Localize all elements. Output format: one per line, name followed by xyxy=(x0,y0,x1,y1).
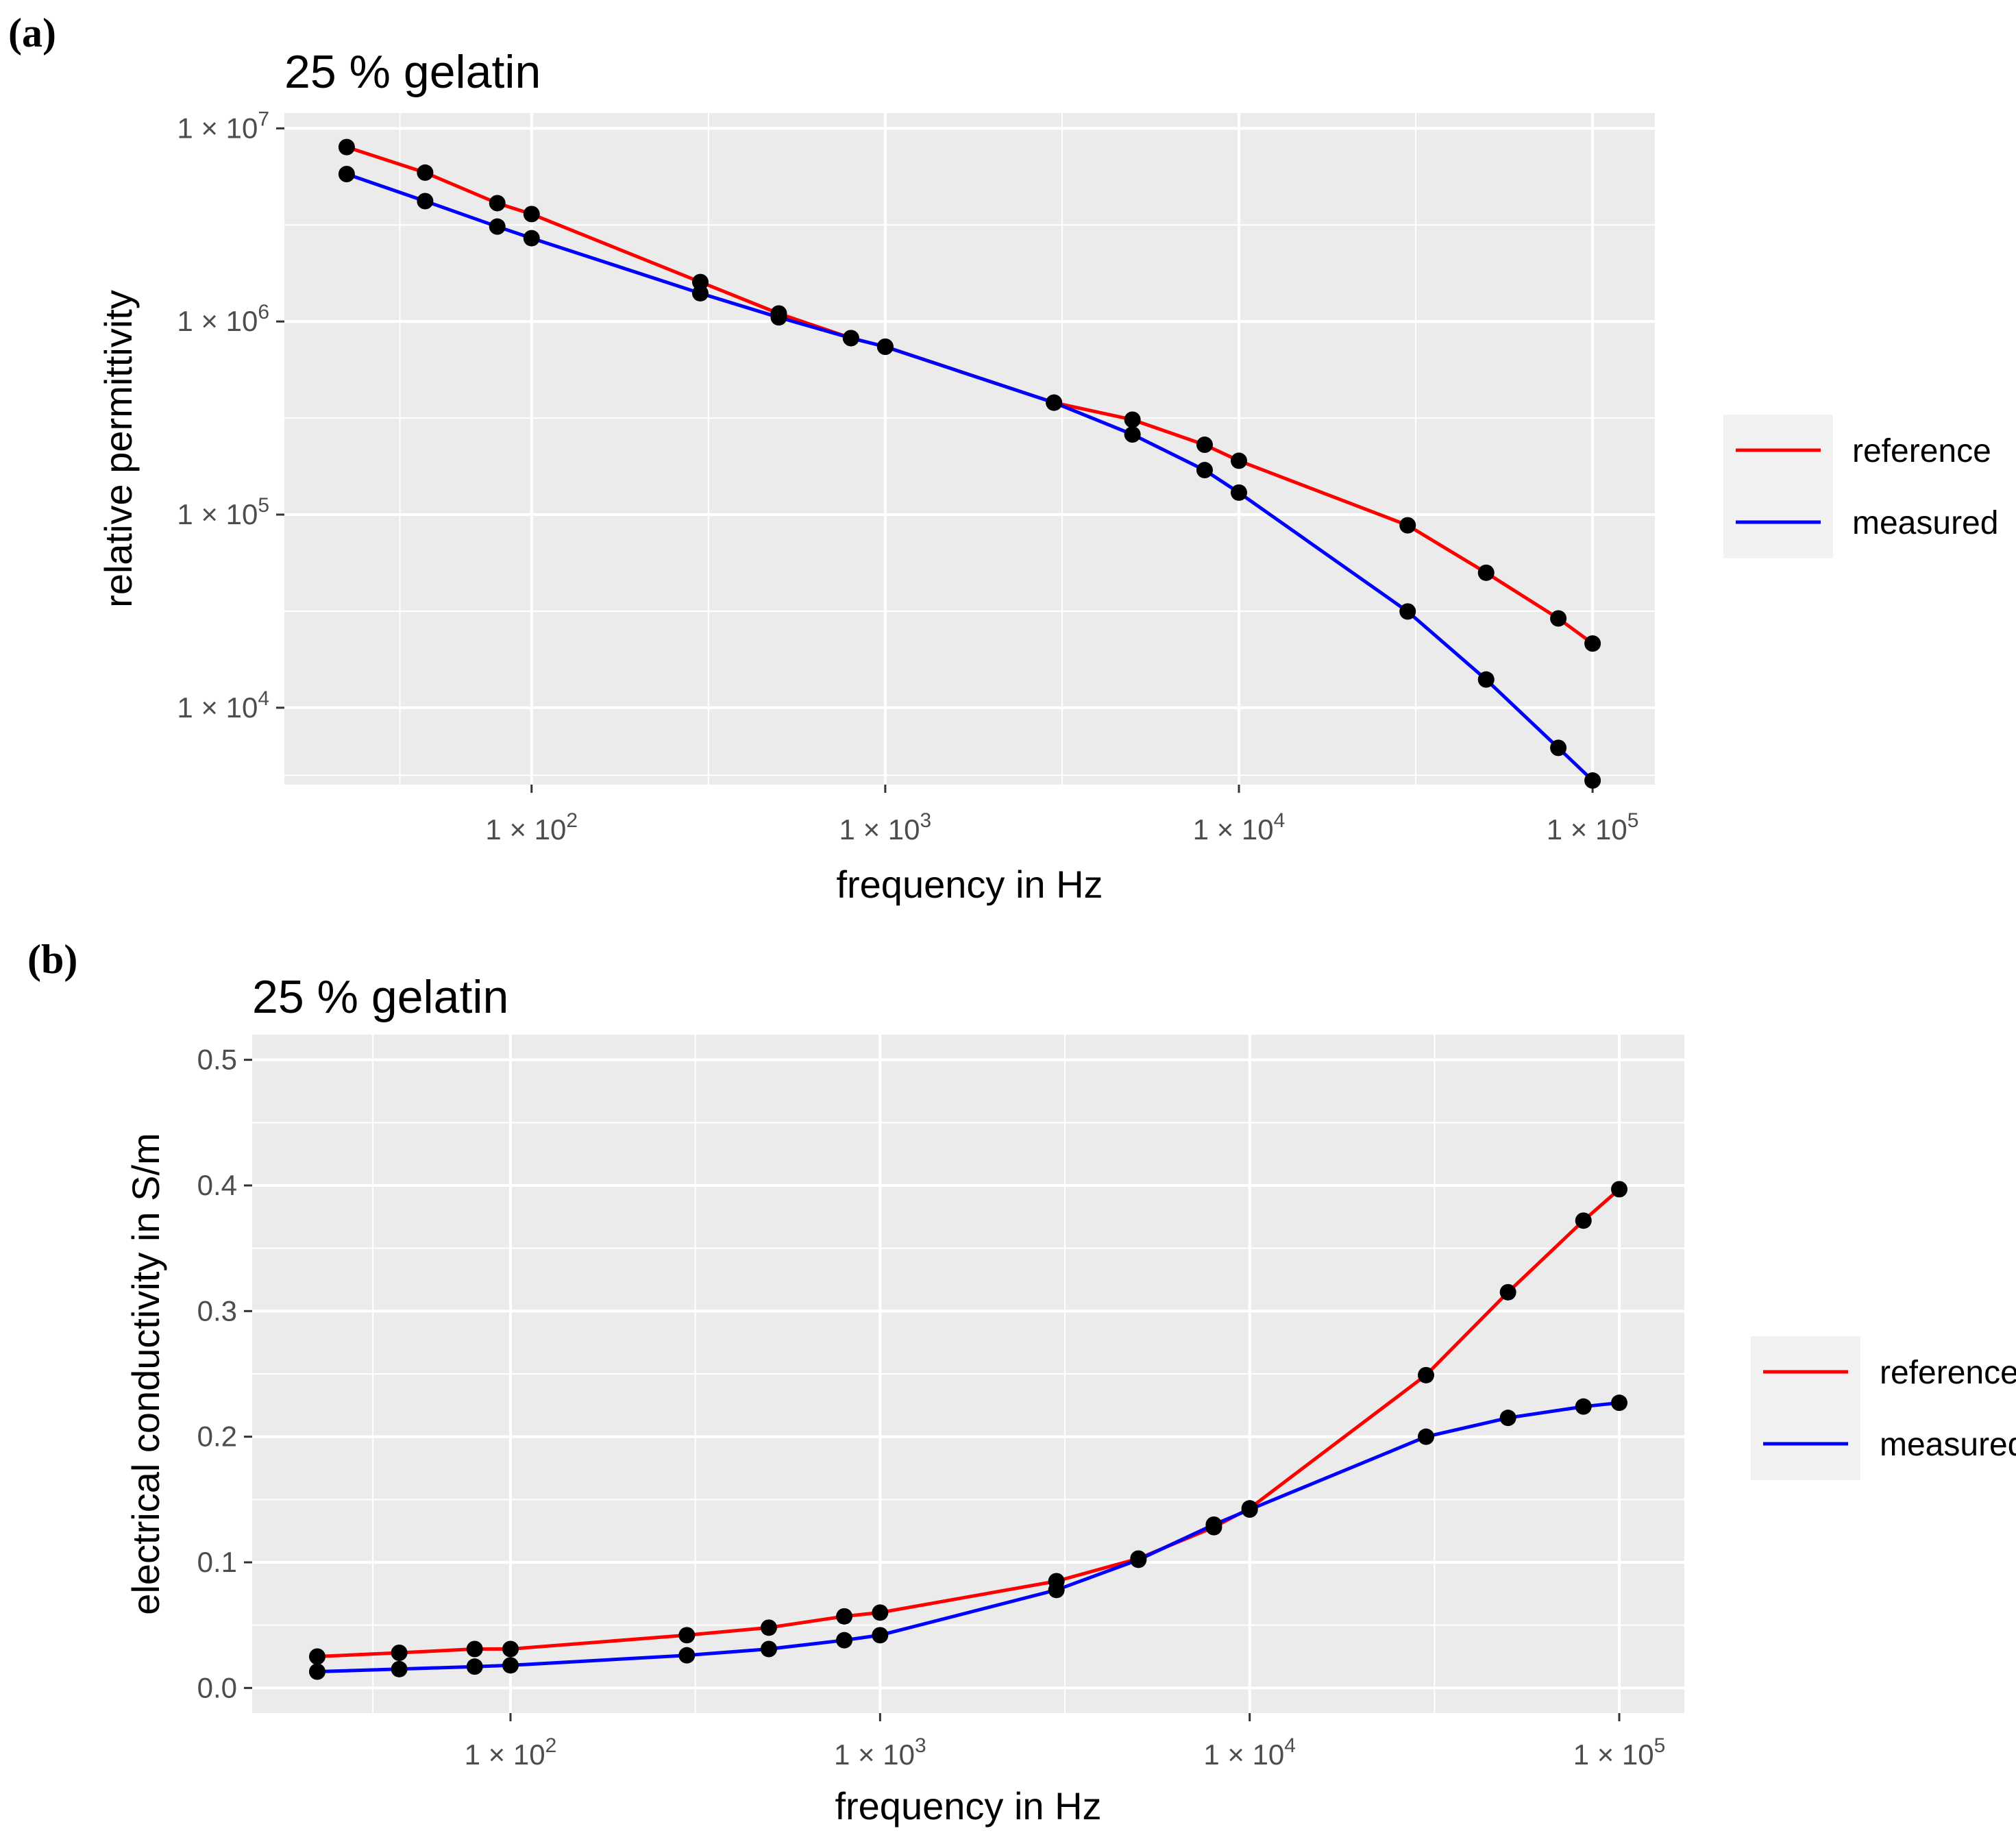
data-point-measured xyxy=(678,1647,696,1664)
legend-label-reference: reference xyxy=(1852,433,1991,469)
legend-label-reference: reference xyxy=(1880,1355,2016,1391)
data-point-reference xyxy=(1584,635,1601,652)
data-point-measured xyxy=(1048,1582,1065,1599)
x-tick-label: 1 × 102 xyxy=(465,1734,557,1771)
data-point-reference xyxy=(489,195,506,212)
data-point-reference xyxy=(836,1608,853,1625)
data-point-reference xyxy=(466,1640,483,1658)
data-point-reference xyxy=(1477,564,1495,581)
data-point-reference xyxy=(1230,452,1247,469)
data-point-reference xyxy=(872,1604,889,1621)
data-point-measured xyxy=(1046,394,1063,411)
data-point-measured xyxy=(1550,739,1567,756)
data-point-reference xyxy=(760,1619,777,1636)
data-point-reference xyxy=(1196,436,1213,454)
y-tick-label: 1 × 104 xyxy=(177,687,269,724)
y-tick-label: 0.5 xyxy=(197,1044,237,1076)
legend: reference measured xyxy=(1723,415,1998,558)
data-point-measured xyxy=(692,284,709,302)
data-point-measured xyxy=(1124,426,1141,443)
series-line-measured xyxy=(317,1401,1620,1673)
data-point-reference xyxy=(1124,411,1141,428)
data-point-measured xyxy=(1499,1410,1516,1427)
data-point-measured xyxy=(876,339,894,356)
legend-label-measured: measured xyxy=(1880,1427,2016,1463)
data-point-measured xyxy=(338,165,355,182)
y-tick-label: 1 × 106 xyxy=(177,301,269,337)
data-point-reference xyxy=(417,164,434,181)
data-point-reference xyxy=(502,1640,519,1658)
chart-panel-a: (a) 25 % gelatin 1 × 102 1 × 103 1 × 104 1 × … xyxy=(8,10,1998,906)
data-point-reference xyxy=(678,1627,696,1644)
data-point-measured xyxy=(842,330,859,347)
data-point-measured xyxy=(760,1640,777,1658)
data-point-measured xyxy=(466,1658,483,1675)
legend-key-background xyxy=(1723,415,1833,558)
y-tick-label: 0.2 xyxy=(197,1420,237,1453)
data-point-measured xyxy=(1196,462,1213,479)
data-point-measured xyxy=(523,230,540,247)
data-point-measured xyxy=(391,1660,408,1677)
data-point-reference xyxy=(391,1645,408,1661)
data-point-measured xyxy=(1584,772,1601,789)
y-tick-label: 1 × 107 xyxy=(177,108,269,144)
data-point-reference xyxy=(308,1648,325,1665)
data-point-measured xyxy=(770,309,787,326)
data-point-reference xyxy=(523,206,540,223)
data-point-reference xyxy=(1399,517,1416,534)
panel-label: (b) xyxy=(27,937,77,982)
x-tick-label: 1 × 105 xyxy=(1573,1734,1666,1771)
series-line-reference xyxy=(317,1188,1621,1658)
plot-background xyxy=(284,113,1655,785)
data-point-reference xyxy=(1575,1212,1592,1229)
data-point-measured xyxy=(1205,1516,1222,1533)
data-point-measured xyxy=(836,1632,853,1649)
y-tick-label: 0.0 xyxy=(197,1671,237,1703)
data-point-reference xyxy=(1550,610,1567,627)
x-tick-label: 1 × 105 xyxy=(1547,809,1639,846)
y-axis-title: electrical conductivity in S/m xyxy=(124,1133,167,1614)
data-point-measured xyxy=(872,1627,889,1644)
x-tick-label: 1 × 102 xyxy=(485,809,578,846)
x-tick-label: 1 × 103 xyxy=(834,1734,926,1771)
data-point-reference xyxy=(1611,1181,1628,1198)
chart-title: 25 % gelatin xyxy=(252,971,508,1023)
data-point-measured xyxy=(502,1657,519,1674)
data-point-measured xyxy=(1230,484,1247,501)
data-point-measured xyxy=(1399,603,1416,620)
x-axis-title: frequency in Hz xyxy=(835,1784,1101,1828)
y-tick-label: 0.4 xyxy=(197,1169,237,1201)
y-tick-label: 1 × 105 xyxy=(177,494,269,530)
data-point-measured xyxy=(1241,1501,1258,1518)
x-tick-label: 1 × 104 xyxy=(1203,1734,1296,1771)
data-point-measured xyxy=(1611,1394,1628,1412)
data-point-measured xyxy=(1477,671,1495,688)
x-tick-label: 1 × 103 xyxy=(839,809,932,846)
x-axis-title: frequency in Hz xyxy=(836,863,1103,906)
panel-label: (a) xyxy=(8,10,56,56)
legend-label-measured: measured xyxy=(1852,505,1998,541)
y-tick-label: 0.3 xyxy=(197,1294,237,1327)
chart-panel-b: (b) 25 % gelatin 1 × 102 1 × 103 1 × 104 1 × … xyxy=(27,937,2016,1828)
legend-key-background xyxy=(1751,1336,1860,1480)
chart-title: 25 % gelatin xyxy=(284,46,541,98)
data-point-measured xyxy=(1130,1551,1147,1568)
data-point-measured xyxy=(308,1663,325,1680)
series-line-measured xyxy=(346,172,1594,782)
data-point-measured xyxy=(1418,1428,1435,1445)
data-point-measured xyxy=(1575,1398,1592,1415)
y-axis-title: relative permittivity xyxy=(97,290,140,608)
y-tick-label: 0.1 xyxy=(197,1546,237,1578)
data-point-reference xyxy=(1499,1283,1516,1301)
data-point-measured xyxy=(417,193,434,210)
x-tick-label: 1 × 104 xyxy=(1193,809,1286,846)
data-point-reference xyxy=(1418,1366,1435,1383)
data-point-measured xyxy=(489,218,506,235)
legend: reference measured xyxy=(1751,1336,2016,1480)
data-point-reference xyxy=(338,138,355,156)
